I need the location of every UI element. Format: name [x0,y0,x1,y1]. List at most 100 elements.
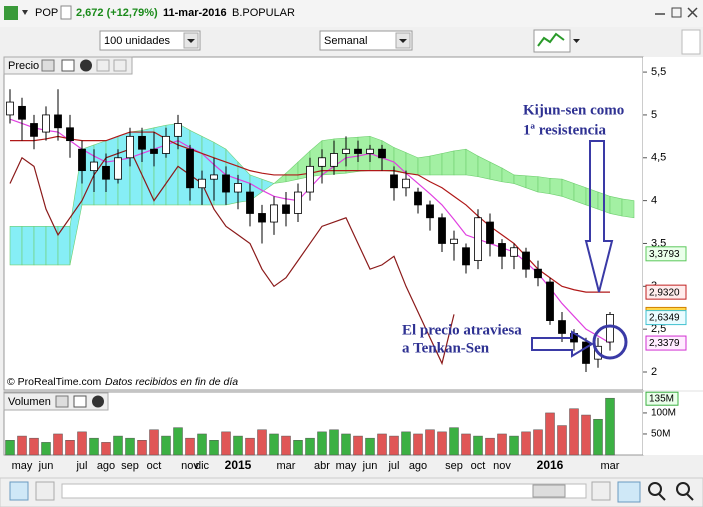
candle-body [30,123,38,137]
zoom-fit-button[interactable] [617,481,641,503]
x-tick-label: dic [195,460,210,472]
y-tick-label: 4,5 [651,152,666,164]
zoom-out-button[interactable] [648,482,662,496]
window-icon[interactable] [73,395,87,408]
candle-body [522,251,530,270]
volume-bar [437,431,447,456]
symbol-menu[interactable] [22,10,28,15]
volume-bar [161,435,171,456]
quantity: 100 unidades [104,35,171,47]
candle-body [582,341,590,364]
settings-icon[interactable] [55,395,69,408]
x-tick-label: mar [277,460,296,472]
close-icon[interactable] [92,395,104,408]
zoom-in-button[interactable] [676,482,690,496]
volume-bar [221,431,231,456]
volume-bar [149,429,159,456]
x-tick-label: 2016 [537,458,564,472]
cloud-segment [9,226,23,266]
volume-bar [533,429,543,456]
candle-body [66,127,74,142]
volume-bar [89,437,99,456]
volume-bar [461,433,471,456]
draw-button[interactable] [591,481,611,501]
volume-bar [173,427,183,456]
last-value-box [645,391,679,406]
close-icon[interactable] [80,59,92,72]
annotation: 1ª resistencia [523,122,606,138]
chart-type-button[interactable] [9,481,29,501]
app-icon[interactable] [4,6,18,20]
candle-body [270,204,278,223]
tools-button[interactable] [35,481,55,501]
candle-body [426,204,434,219]
candle-body [90,161,98,172]
candle-body [78,148,86,172]
candle-body [366,148,374,154]
annotation: Kijun-sen como [523,102,624,118]
candle-body [150,148,158,154]
candle-body [234,183,242,193]
volume-bar [401,431,411,456]
volume-bar [329,429,339,456]
candle-body [402,178,410,189]
price-axis [643,57,703,390]
quantity-select[interactable] [99,30,201,51]
candle-body [294,191,302,214]
period-select[interactable] [319,30,413,51]
note: Datos recibidos en fin de día [105,376,238,388]
volume-bar [497,433,507,456]
y-tick-label: 50M [651,429,670,440]
candle-body [186,148,194,189]
volume-bar [545,412,555,456]
candle-body [210,174,218,180]
title-bar [0,0,703,27]
volume-bar [125,437,135,456]
candle-body [558,320,566,334]
volume-bar [341,433,351,456]
candle-body [102,165,110,180]
volume-bar [557,425,567,456]
last-value-label: 3,3793 [649,249,680,260]
window-icon[interactable] [61,59,75,72]
close-button[interactable] [687,7,698,18]
cloud-segment [345,136,359,174]
side-icon[interactable] [681,29,701,55]
candle-body [606,314,614,343]
volume-bar [593,418,603,456]
volume-bar [5,440,15,456]
candle-body [174,123,182,137]
volume-bar [293,440,303,456]
scrollbar[interactable] [61,483,587,499]
settings-icon[interactable] [41,59,55,72]
candle-body [282,204,290,214]
move-down-icon[interactable] [113,59,127,72]
zoom-handle [686,493,694,501]
candle-body [54,114,62,129]
volume-bar [137,440,147,456]
maximize-button[interactable] [671,7,682,18]
y-tick-label: 4 [651,195,657,207]
move-up-icon[interactable] [96,59,110,72]
cloud-segment [261,178,275,193]
candle-body [18,105,26,120]
scrollbar-thumb[interactable] [532,484,566,498]
x-tick-label: 2015 [225,458,252,472]
candle-body [246,191,254,214]
x-tick-label: sep [121,460,139,472]
dropdown-arrow[interactable] [573,39,580,43]
candle-body [342,148,350,154]
info-icon[interactable] [60,5,72,20]
x-tick-label: mar [601,460,620,472]
quote: 2,672 (+12,79%) [76,7,158,19]
cloud-segment [453,148,467,176]
x-tick-label: jul [75,460,87,472]
period: Semanal [324,35,367,47]
volume-bar [425,429,435,456]
volume-bar [257,429,267,456]
candle-body [486,221,494,244]
candle-body [162,135,170,154]
volume-bar [353,435,363,456]
cloud-segment [429,153,443,176]
instrument-name: B.POPULAR [232,7,295,19]
